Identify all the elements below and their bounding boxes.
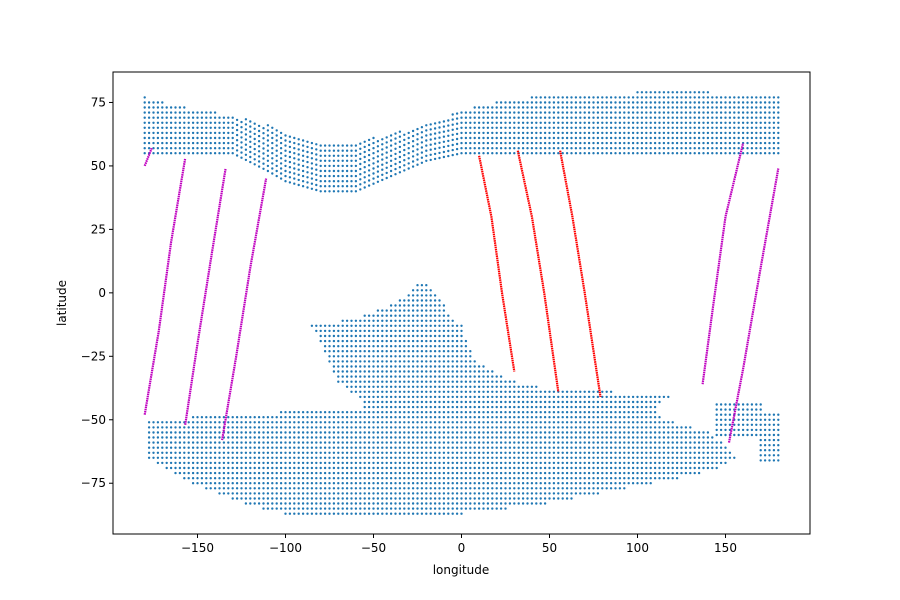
x-tick-label: 150	[714, 541, 737, 555]
track-magenta_tracks-2	[184, 168, 227, 425]
y-tick-label: 75	[91, 95, 106, 109]
track-red_tracks-0	[478, 155, 516, 372]
tracks	[143, 142, 780, 443]
x-tick-label: −50	[361, 541, 386, 555]
track-magenta_tracks-3	[221, 178, 268, 441]
y-tick-label: 0	[98, 286, 106, 300]
y-tick-label: −50	[81, 413, 106, 427]
track-red_tracks-2	[559, 150, 602, 398]
grid-point-markers	[143, 91, 780, 515]
y-axis-ticks: −75 −50 −25 0 25 50 75	[81, 95, 113, 490]
grid-points	[143, 91, 780, 515]
track-magenta_tracks-5	[727, 168, 780, 443]
x-tick-label: 100	[626, 541, 649, 555]
x-tick-label: −100	[269, 541, 302, 555]
track-magenta_tracks-0	[143, 147, 153, 167]
track-magenta_tracks-1	[143, 158, 187, 415]
track-magenta_tracks-4	[701, 142, 745, 385]
y-tick-label: −25	[81, 349, 106, 363]
y-axis-label: latitude	[55, 280, 69, 326]
y-tick-label: 25	[91, 222, 106, 236]
x-tick-label: 0	[458, 541, 466, 555]
x-tick-label: −150	[181, 541, 214, 555]
x-axis-ticks: −150 −100 −50 0 50 100 150	[181, 534, 737, 555]
track-red_tracks-1	[516, 150, 560, 392]
x-tick-label: 50	[542, 541, 557, 555]
x-axis-label: longitude	[433, 563, 490, 577]
y-tick-label: 50	[91, 159, 106, 173]
y-tick-label: −75	[81, 476, 106, 490]
